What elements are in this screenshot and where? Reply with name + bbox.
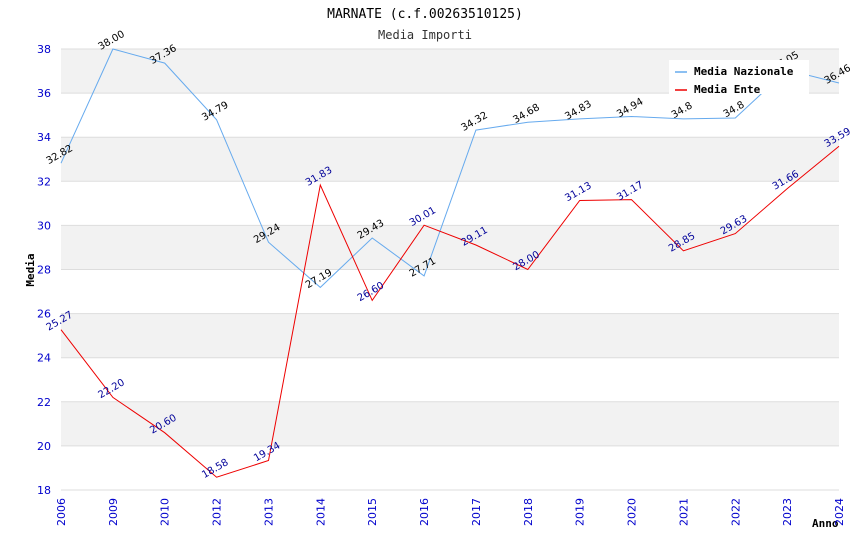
- x-tick-label: 2015: [366, 498, 379, 526]
- x-tick-label: 2016: [418, 498, 431, 526]
- legend-box: [669, 60, 809, 94]
- x-tick-label: 2012: [211, 498, 224, 526]
- y-tick-label: 22: [37, 396, 51, 409]
- plot-background: [61, 48, 839, 491]
- series-line-nazionale: [60, 48, 840, 289]
- y-tick-label: 34: [37, 131, 51, 144]
- x-tick-label: 2022: [729, 498, 742, 526]
- x-tick-label: 2024: [833, 498, 846, 526]
- grid-band: [61, 269, 839, 314]
- x-tick-label: 2013: [262, 498, 275, 526]
- x-tick-label: 2009: [107, 498, 120, 526]
- grid-band: [61, 357, 839, 402]
- x-axis: 2006 2009 2010 2012 2013 2014 2015 2016 2017 2018…: [55, 498, 846, 526]
- series-line-ente: [60, 145, 840, 478]
- series-lines: [60, 48, 840, 478]
- x-tick-label: 2021: [677, 498, 690, 526]
- x-tick-label: 2020: [626, 498, 639, 526]
- y-axis-label: Media: [24, 253, 37, 286]
- x-axis-label: Anno: [812, 517, 839, 530]
- x-tick-label: 2019: [574, 498, 587, 526]
- x-tick-label: 2006: [55, 498, 68, 526]
- y-tick-label: 18: [37, 484, 51, 497]
- y-tick-label: 32: [37, 175, 51, 188]
- y-tick-label: 24: [37, 352, 51, 365]
- y-tick-label: 28: [37, 264, 51, 277]
- grid-band: [61, 137, 839, 182]
- y-axis: 18 20 22 24 26 28 30 32 34 36 38: [37, 43, 51, 497]
- chart-title: MARNATE (c.f.00263510125): [327, 7, 523, 22]
- y-tick-label: 20: [37, 440, 51, 453]
- x-tick-label: 2018: [522, 498, 535, 526]
- grid-band: [61, 445, 839, 490]
- chart-subtitle: Media Importi: [378, 28, 472, 42]
- grid-band: [61, 313, 839, 358]
- y-tick-label: 38: [37, 43, 51, 56]
- y-tick-label: 36: [37, 87, 51, 100]
- y-tick-label: 26: [37, 308, 51, 321]
- legend-label-ente: Media Ente: [694, 83, 761, 96]
- x-tick-label: 2023: [781, 498, 794, 526]
- grid-band: [61, 93, 839, 138]
- grid-band: [61, 401, 839, 446]
- y-tick-label: 30: [37, 219, 51, 232]
- legend: Media Nazionale Media Ente: [669, 60, 809, 96]
- x-tick-label: 2017: [470, 498, 483, 526]
- x-tick-label: 2010: [159, 498, 172, 526]
- grid-band: [61, 225, 839, 270]
- legend-label-nazionale: Media Nazionale: [694, 65, 794, 78]
- x-tick-label: 2014: [314, 498, 327, 526]
